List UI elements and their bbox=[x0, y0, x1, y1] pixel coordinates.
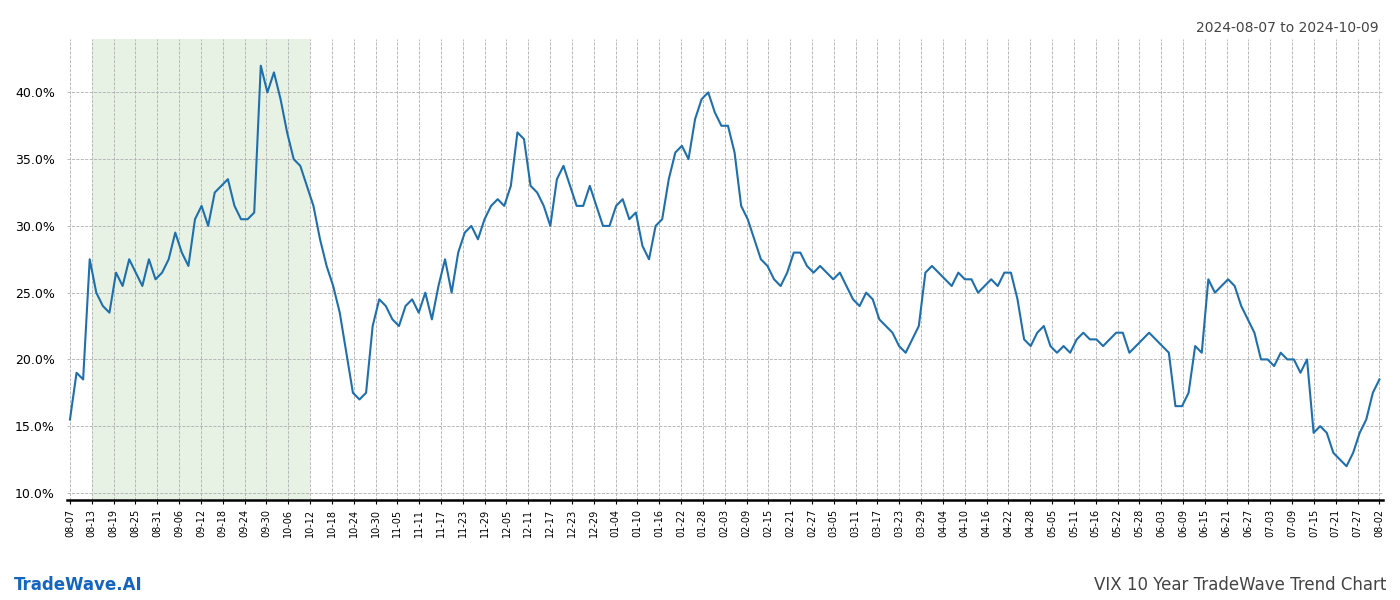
Text: 2024-08-07 to 2024-10-09: 2024-08-07 to 2024-10-09 bbox=[1197, 21, 1379, 35]
Text: TradeWave.AI: TradeWave.AI bbox=[14, 576, 143, 594]
Text: VIX 10 Year TradeWave Trend Chart: VIX 10 Year TradeWave Trend Chart bbox=[1093, 576, 1386, 594]
Bar bbox=[92, 39, 309, 500]
